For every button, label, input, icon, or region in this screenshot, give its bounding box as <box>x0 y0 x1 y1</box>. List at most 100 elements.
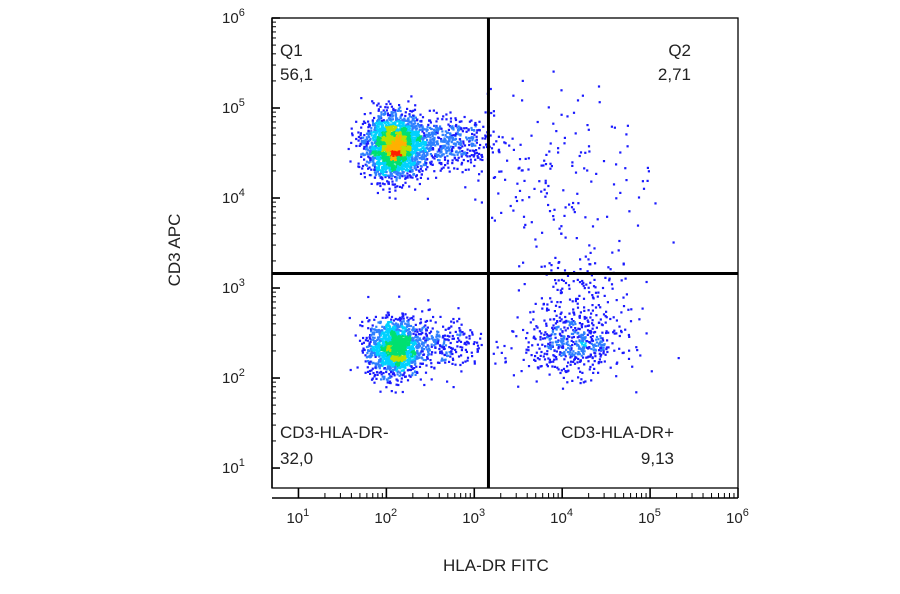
data-point <box>434 126 438 129</box>
data-point <box>400 136 403 139</box>
data-point <box>364 121 367 124</box>
data-point <box>518 189 522 192</box>
data-point <box>394 137 397 140</box>
data-point <box>394 345 397 348</box>
data-point <box>451 125 454 128</box>
data-point <box>413 122 417 125</box>
data-point <box>583 167 586 170</box>
data-point <box>388 375 391 378</box>
data-point <box>429 161 432 164</box>
data-point <box>434 351 437 354</box>
data-point <box>615 163 618 166</box>
data-point <box>591 304 594 307</box>
data-point <box>388 345 392 349</box>
data-point <box>418 153 421 156</box>
data-point <box>604 353 607 356</box>
data-point <box>390 330 394 333</box>
data-point <box>482 146 485 149</box>
data-point <box>587 145 591 148</box>
data-point <box>404 313 407 316</box>
data-point <box>376 155 379 158</box>
data-point <box>512 148 515 151</box>
data-point <box>566 327 569 330</box>
data-point <box>377 346 380 349</box>
data-point <box>491 151 494 154</box>
data-point <box>543 352 546 355</box>
data-point <box>400 322 404 325</box>
data-point <box>552 360 555 363</box>
data-point <box>424 341 427 344</box>
data-point <box>394 343 397 346</box>
data-point <box>572 335 575 339</box>
data-point <box>371 345 374 349</box>
data-point <box>380 143 383 146</box>
data-point <box>389 376 392 379</box>
data-point <box>516 182 519 185</box>
data-point <box>380 373 383 376</box>
data-point <box>412 122 415 125</box>
data-point <box>398 342 402 345</box>
data-point <box>474 139 477 142</box>
data-point <box>451 334 454 338</box>
data-point <box>566 340 569 343</box>
data-point <box>619 191 622 194</box>
data-point <box>411 150 414 153</box>
data-point <box>413 161 416 164</box>
data-point <box>494 362 497 365</box>
data-point <box>373 150 376 153</box>
data-point <box>399 124 402 128</box>
data-point <box>459 142 462 145</box>
data-point <box>411 176 414 179</box>
data-point <box>460 323 463 326</box>
data-point <box>426 151 429 154</box>
data-point <box>562 189 565 192</box>
data-point <box>570 339 573 342</box>
data-point <box>452 337 455 340</box>
data-point <box>375 125 379 128</box>
data-point <box>399 354 402 357</box>
data-point <box>407 151 410 154</box>
data-point <box>403 364 406 367</box>
data-point <box>426 348 429 351</box>
data-point <box>569 323 572 326</box>
data-point <box>398 358 401 361</box>
data-point <box>373 351 376 354</box>
data-point <box>386 348 389 351</box>
data-point <box>626 124 629 127</box>
data-point <box>577 376 580 379</box>
data-point <box>368 156 371 159</box>
data-point <box>555 350 558 353</box>
data-point <box>464 348 467 351</box>
data-point <box>542 164 545 167</box>
data-point <box>392 348 395 351</box>
data-point <box>559 301 562 304</box>
data-point <box>407 328 410 331</box>
data-point <box>429 121 432 124</box>
data-point <box>438 154 441 157</box>
data-point <box>412 358 415 361</box>
data-point <box>411 144 414 147</box>
data-point <box>382 171 385 174</box>
data-point <box>422 163 425 166</box>
data-point <box>392 121 395 125</box>
data-point <box>373 163 376 166</box>
data-point <box>374 366 377 369</box>
data-point <box>548 338 551 341</box>
data-point <box>381 172 385 175</box>
data-point <box>408 113 411 116</box>
data-point <box>440 350 443 353</box>
data-point <box>444 164 447 167</box>
data-point <box>452 321 455 324</box>
data-point <box>412 327 415 330</box>
data-point <box>416 330 419 333</box>
data-point <box>436 155 439 158</box>
data-point <box>479 143 482 147</box>
data-point <box>369 112 372 115</box>
data-point <box>566 115 569 118</box>
data-point <box>618 239 621 243</box>
data-point <box>615 362 618 365</box>
data-point <box>413 125 416 128</box>
data-point <box>377 167 381 170</box>
data-point <box>549 341 552 344</box>
data-point <box>392 125 395 128</box>
